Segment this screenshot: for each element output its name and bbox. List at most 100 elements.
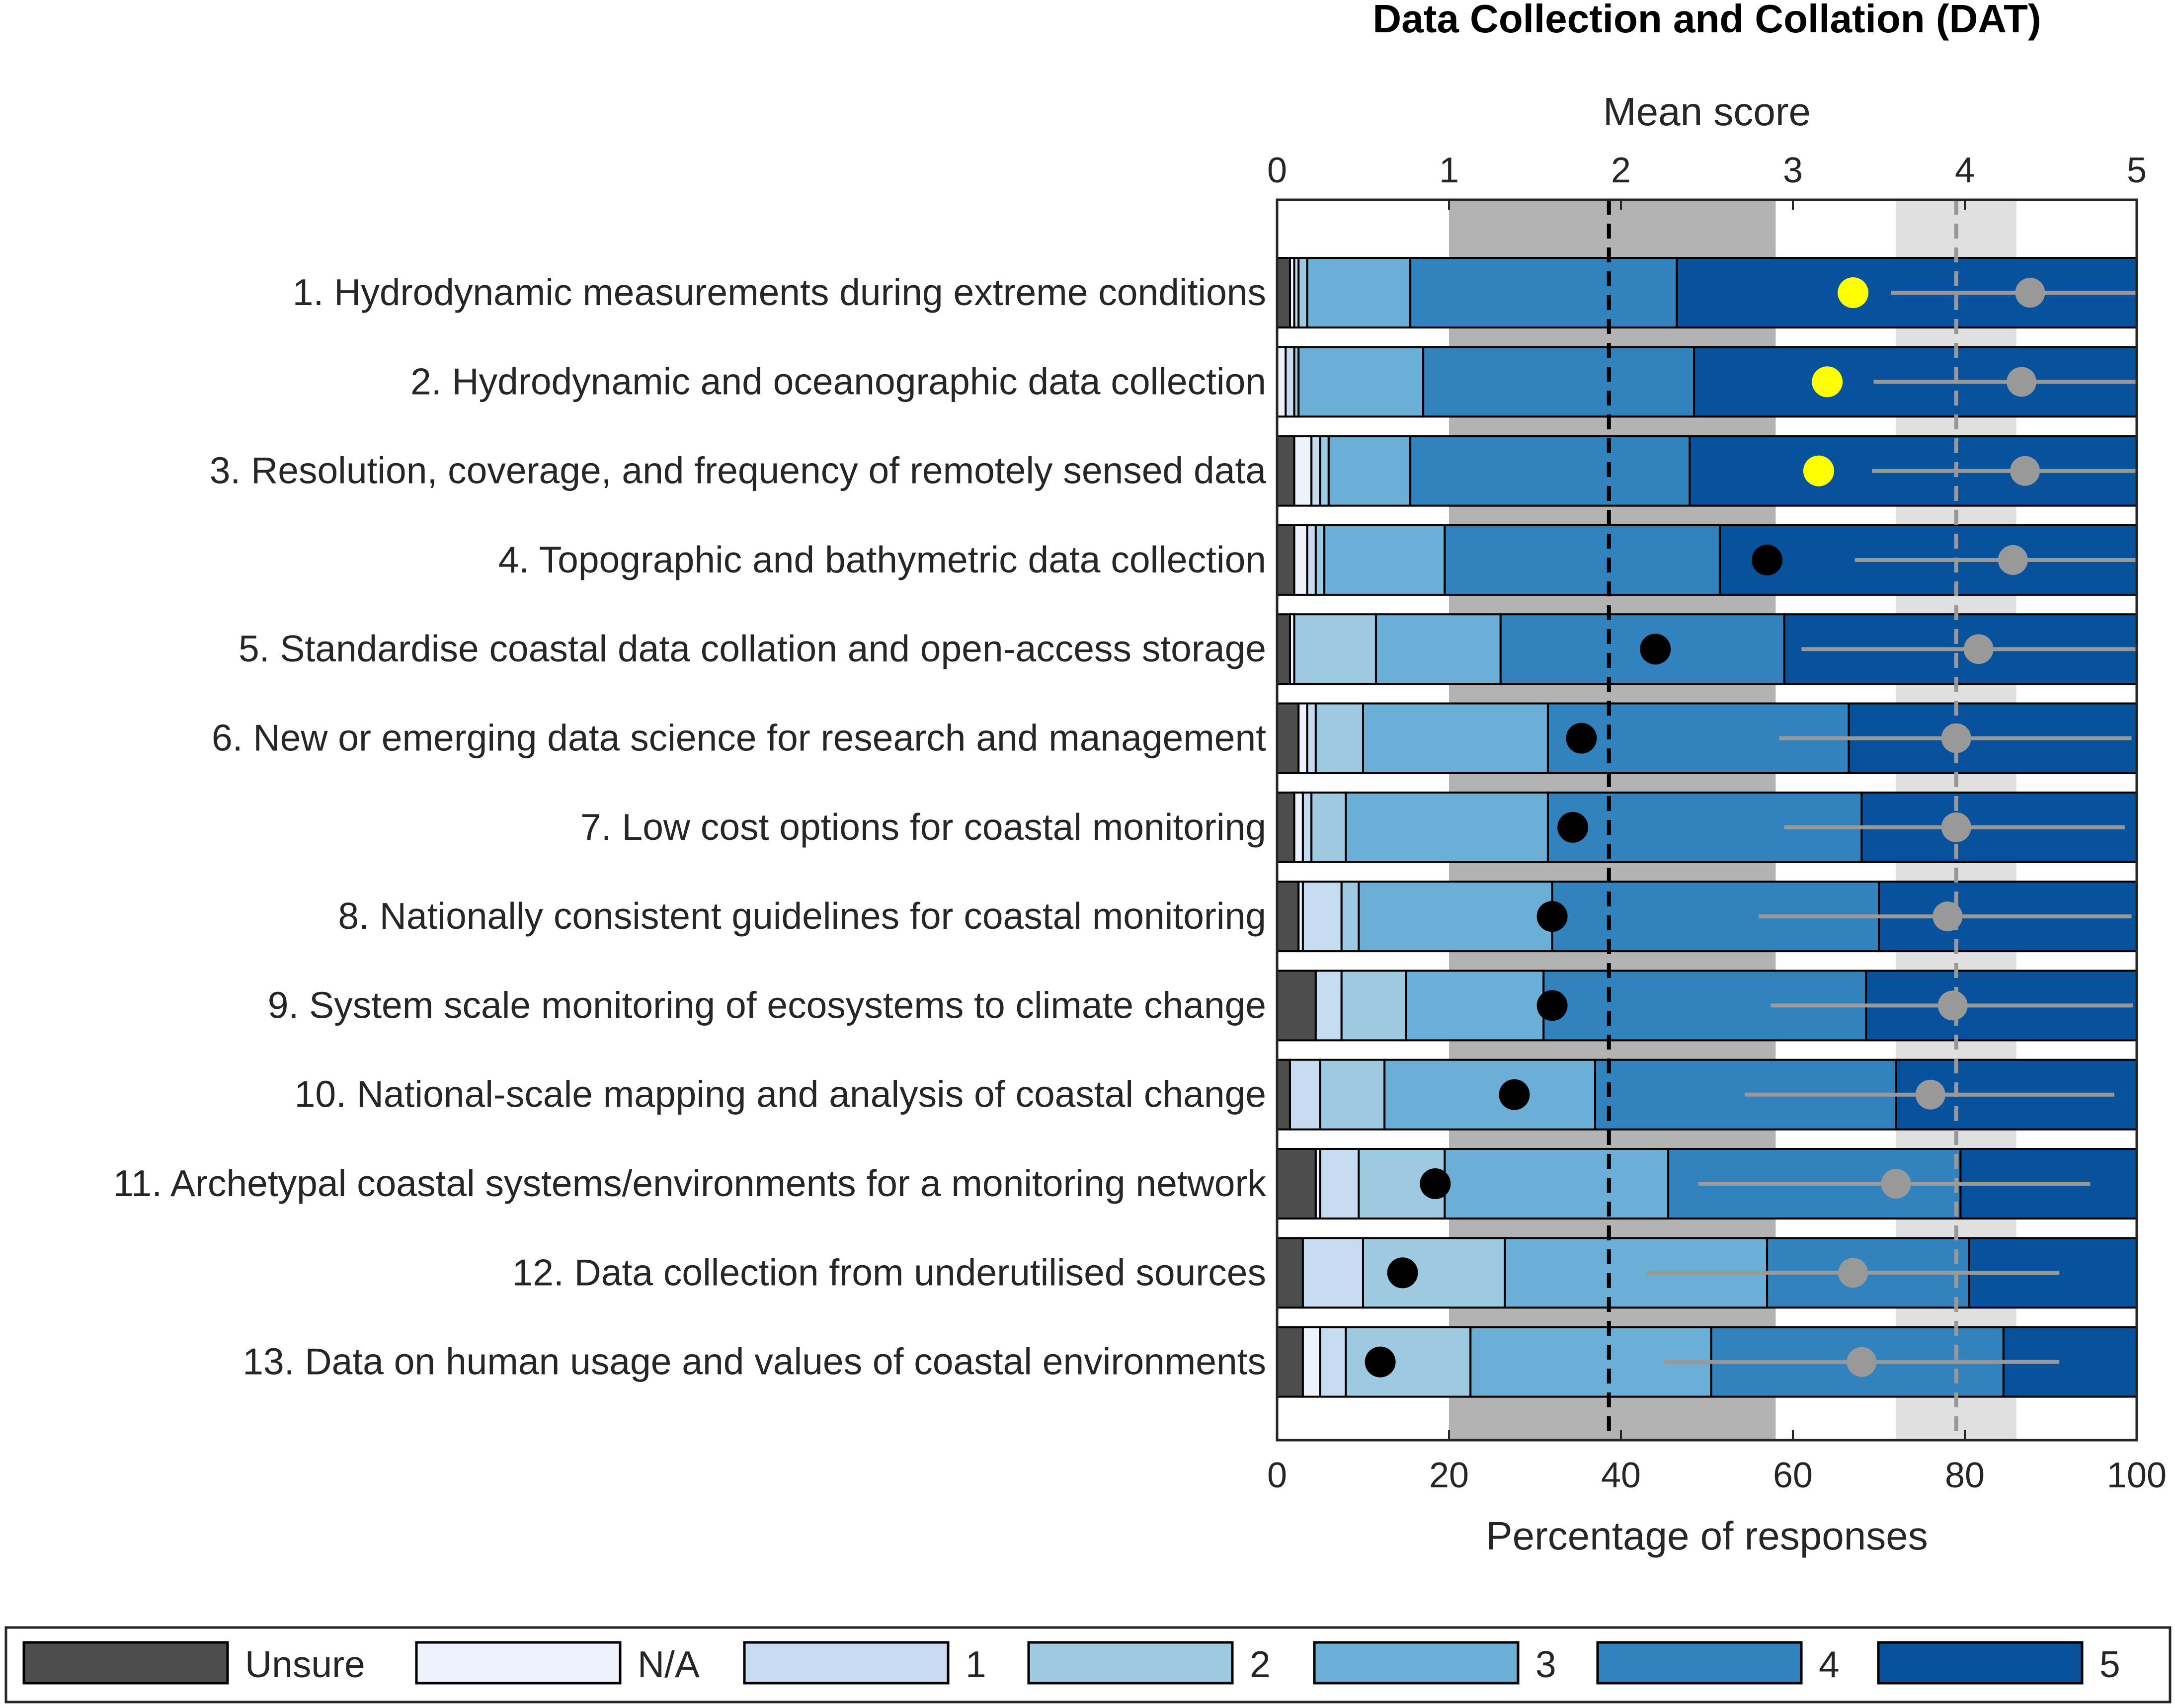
bar-segment-1 [1319,1326,1347,1398]
bar-segment-3 [1327,435,1412,507]
bar-segment-unsure [1276,613,1291,685]
bottom-tick-label: 80 [1945,1456,1985,1495]
bar-row [1276,702,2138,774]
plot-frame [1276,198,2138,1442]
legend-swatch-5 [1877,1641,2084,1685]
legend-label: 3 [1535,1643,1556,1685]
category-label: 13. Data on human usage and values of co… [242,1341,1266,1383]
category-label: 9. System scale monitoring of ecosystems… [268,984,1266,1026]
bottom-tick-label: 0 [1267,1456,1287,1495]
bar-segment-unsure [1276,970,1317,1042]
top-tick-label: 1 [1439,151,1459,190]
bar-segment-2 [1319,435,1330,507]
bar-segment-2 [1362,1237,1506,1309]
bar-segment-3 [1297,346,1425,418]
bar-segment-1 [1310,435,1321,507]
gray-mean-marker [1998,545,2028,575]
gray-mean-marker [1881,1169,1911,1199]
highlighted-mean-marker [1803,455,1834,487]
top-tick-label: 2 [1611,151,1631,190]
bar-segment-unsure [1276,702,1300,774]
gray-mean-marker [1963,634,1994,664]
top-tick-label: 0 [1267,151,1287,190]
top-tick-label: 4 [1955,151,1975,190]
bar-segment-2 [1345,1326,1472,1398]
category-label: 7. Low cost options for coastal monitori… [580,806,1266,848]
bar-segment-1 [1301,881,1343,953]
axes: 0 1 2 3 4 5 0 20 40 60 80 100 [1267,151,2167,1495]
bar-segment-unsure [1276,1148,1317,1220]
bar-segment-unsure [1276,1058,1291,1131]
legend-swatch-2 [1027,1641,1234,1685]
legend-swatch-na [415,1641,622,1685]
category-label: 10. National-scale mapping and analysis … [295,1073,1266,1115]
bottom-tick-label: 20 [1429,1456,1469,1495]
top-axis-label: Mean score [1603,89,1811,134]
bar-segment-1 [1306,524,1317,596]
bar-segment-unsure [1276,1326,1304,1398]
bar-segment-unsure [1276,791,1295,863]
bar-segment-2 [1314,524,1326,596]
mean-marker [1752,544,1783,575]
bar-segment-1 [1289,1058,1321,1131]
bar-row [1276,524,2138,596]
bar-segment-3 [1405,970,1545,1042]
bar-segment-2 [1314,702,1365,774]
bar-row [1276,1237,2138,1309]
bar-segment-unsure [1276,524,1295,596]
bar-segment-1 [1306,702,1317,774]
legend-label: 5 [2099,1643,2120,1685]
bar-segment-4 [1409,435,1691,507]
bar-segment-unsure [1276,1237,1304,1309]
legend-label: 1 [966,1643,986,1685]
bar-segment-1 [1301,791,1313,863]
mean-marker [1536,901,1568,932]
bar-segment-3 [1383,1058,1597,1131]
category-label: 12. Data collection from underutilised s… [512,1251,1266,1293]
bar-segment-2 [1293,613,1377,685]
bar-segment-3 [1444,1148,1670,1220]
bar-segment-unsure [1276,257,1291,328]
bottom-tick-label: 100 [2107,1456,2167,1495]
bar-segment-2 [1297,257,1308,328]
bar-segment-3 [1362,702,1549,774]
bar-segment-3 [1374,613,1502,685]
bar-segment-3 [1306,257,1412,328]
bottom-tick-label: 60 [1773,1456,1813,1495]
bar-segment-na [1297,702,1308,774]
mean-marker [1566,723,1597,754]
bar-segment-3 [1358,881,1553,953]
markers [1365,277,2137,1378]
bar-segment-1 [1285,346,1295,418]
bar-segment-2 [1310,791,1347,863]
bar-segment-3 [1323,524,1446,596]
legend-label: N/A [638,1643,700,1685]
category-label: 2. Hydrodynamic and oceanographic data c… [410,360,1266,402]
mean-marker [1387,1257,1418,1289]
legend-label: 2 [1250,1643,1271,1685]
bar-row [1276,257,2138,328]
mean-marker [1557,812,1589,843]
gray-mean-marker [1838,1258,1868,1288]
bar-segment-2 [1340,881,1360,953]
legend-box [4,1626,2172,1704]
legend-swatch-3 [1313,1641,1520,1685]
bar-segment-2 [1319,1058,1386,1131]
bar-segment-1 [1301,1237,1364,1309]
bar-segment-unsure [1276,881,1300,953]
bar-segment-1 [1319,1148,1360,1220]
mean-marker [1640,634,1671,665]
mean-marker [1365,1346,1396,1378]
mean-marker [1420,1168,1451,1199]
gray-mean-marker [1937,990,1968,1021]
chart-title: Data Collection and Collation (DAT) [1372,0,2041,41]
category-label: 3. Resolution, coverage, and frequency o… [210,450,1267,491]
gray-mean-marker [2007,367,2037,397]
bar-segment-na [1293,524,1308,596]
gray-mean-marker [1941,812,1971,842]
legend: Unsure N/A 1 2 3 4 5 [4,1626,2172,1704]
legend-label: Unsure [245,1643,365,1685]
category-label: 11. Archetypal coastal systems/environme… [113,1162,1267,1204]
highlighted-mean-marker [1812,366,1843,398]
